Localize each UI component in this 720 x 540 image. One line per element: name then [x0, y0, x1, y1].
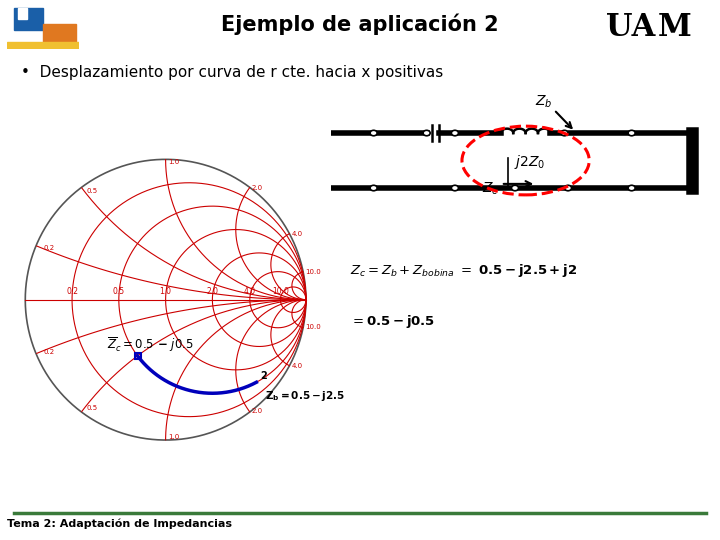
Text: $Z_c = Z_b + Z_{bobina}\ =\ \mathbf{0.5 - j2.5 + j2}$: $Z_c = Z_b + Z_{bobina}\ =\ \mathbf{0.5 …: [350, 262, 577, 279]
Circle shape: [628, 185, 635, 191]
Text: Tema 2: Adaptación de Impedancias: Tema 2: Adaptación de Impedancias: [7, 518, 232, 529]
Text: 2.0: 2.0: [251, 408, 262, 414]
Text: $Z_c$: $Z_c$: [482, 180, 499, 197]
Text: $= \mathbf{0.5 - j0.5}$: $= \mathbf{0.5 - j0.5}$: [350, 313, 435, 330]
Circle shape: [370, 185, 377, 191]
Text: 4.0: 4.0: [292, 362, 302, 369]
Circle shape: [561, 130, 568, 136]
Circle shape: [370, 130, 377, 136]
Bar: [14, 8, 43, 30]
Text: $\mathbf{Z_b = 0.5 - j2.5}$: $\mathbf{Z_b = 0.5 - j2.5}$: [265, 389, 345, 403]
Text: 10.0: 10.0: [305, 269, 321, 275]
Text: 4.0: 4.0: [292, 231, 302, 237]
Text: Ejemplo de aplicación 2: Ejemplo de aplicación 2: [221, 14, 499, 35]
Text: Μ: Μ: [657, 11, 691, 43]
Text: 4.0: 4.0: [244, 287, 256, 296]
Text: UA: UA: [606, 11, 655, 43]
Text: 0.5: 0.5: [86, 188, 97, 194]
Text: 0.2: 0.2: [43, 245, 54, 251]
Circle shape: [451, 130, 459, 136]
Text: $\overline{Z}_c = 0.5\ \mathbf{-}\ j0.5$: $\overline{Z}_c = 0.5\ \mathbf{-}\ j0.5$: [107, 335, 194, 354]
Circle shape: [511, 185, 518, 191]
Text: 1.0: 1.0: [168, 159, 179, 165]
Text: 0.2: 0.2: [43, 349, 54, 355]
Circle shape: [423, 130, 430, 136]
Text: 2.0: 2.0: [207, 287, 218, 296]
Text: 0.5: 0.5: [86, 406, 97, 411]
Circle shape: [564, 185, 572, 191]
Text: 1.0: 1.0: [160, 287, 171, 296]
Text: $Z_b$: $Z_b$: [534, 93, 552, 110]
Bar: [43, 24, 76, 43]
Text: 10.0: 10.0: [305, 325, 321, 330]
Text: 2: 2: [261, 372, 267, 381]
Circle shape: [628, 130, 635, 136]
Bar: [7, 42, 79, 49]
Text: 0.2: 0.2: [66, 287, 78, 296]
Text: $j2Z_0$: $j2Z_0$: [513, 153, 545, 171]
Text: 1.0: 1.0: [168, 434, 179, 440]
Text: 10.0: 10.0: [272, 287, 289, 296]
Text: •  Desplazamiento por curva de r cte. hacia x positivas: • Desplazamiento por curva de r cte. hac…: [22, 65, 444, 80]
Text: 0.5: 0.5: [113, 287, 125, 296]
Bar: [18, 8, 27, 19]
Text: 2.0: 2.0: [251, 185, 262, 191]
Circle shape: [451, 185, 459, 191]
